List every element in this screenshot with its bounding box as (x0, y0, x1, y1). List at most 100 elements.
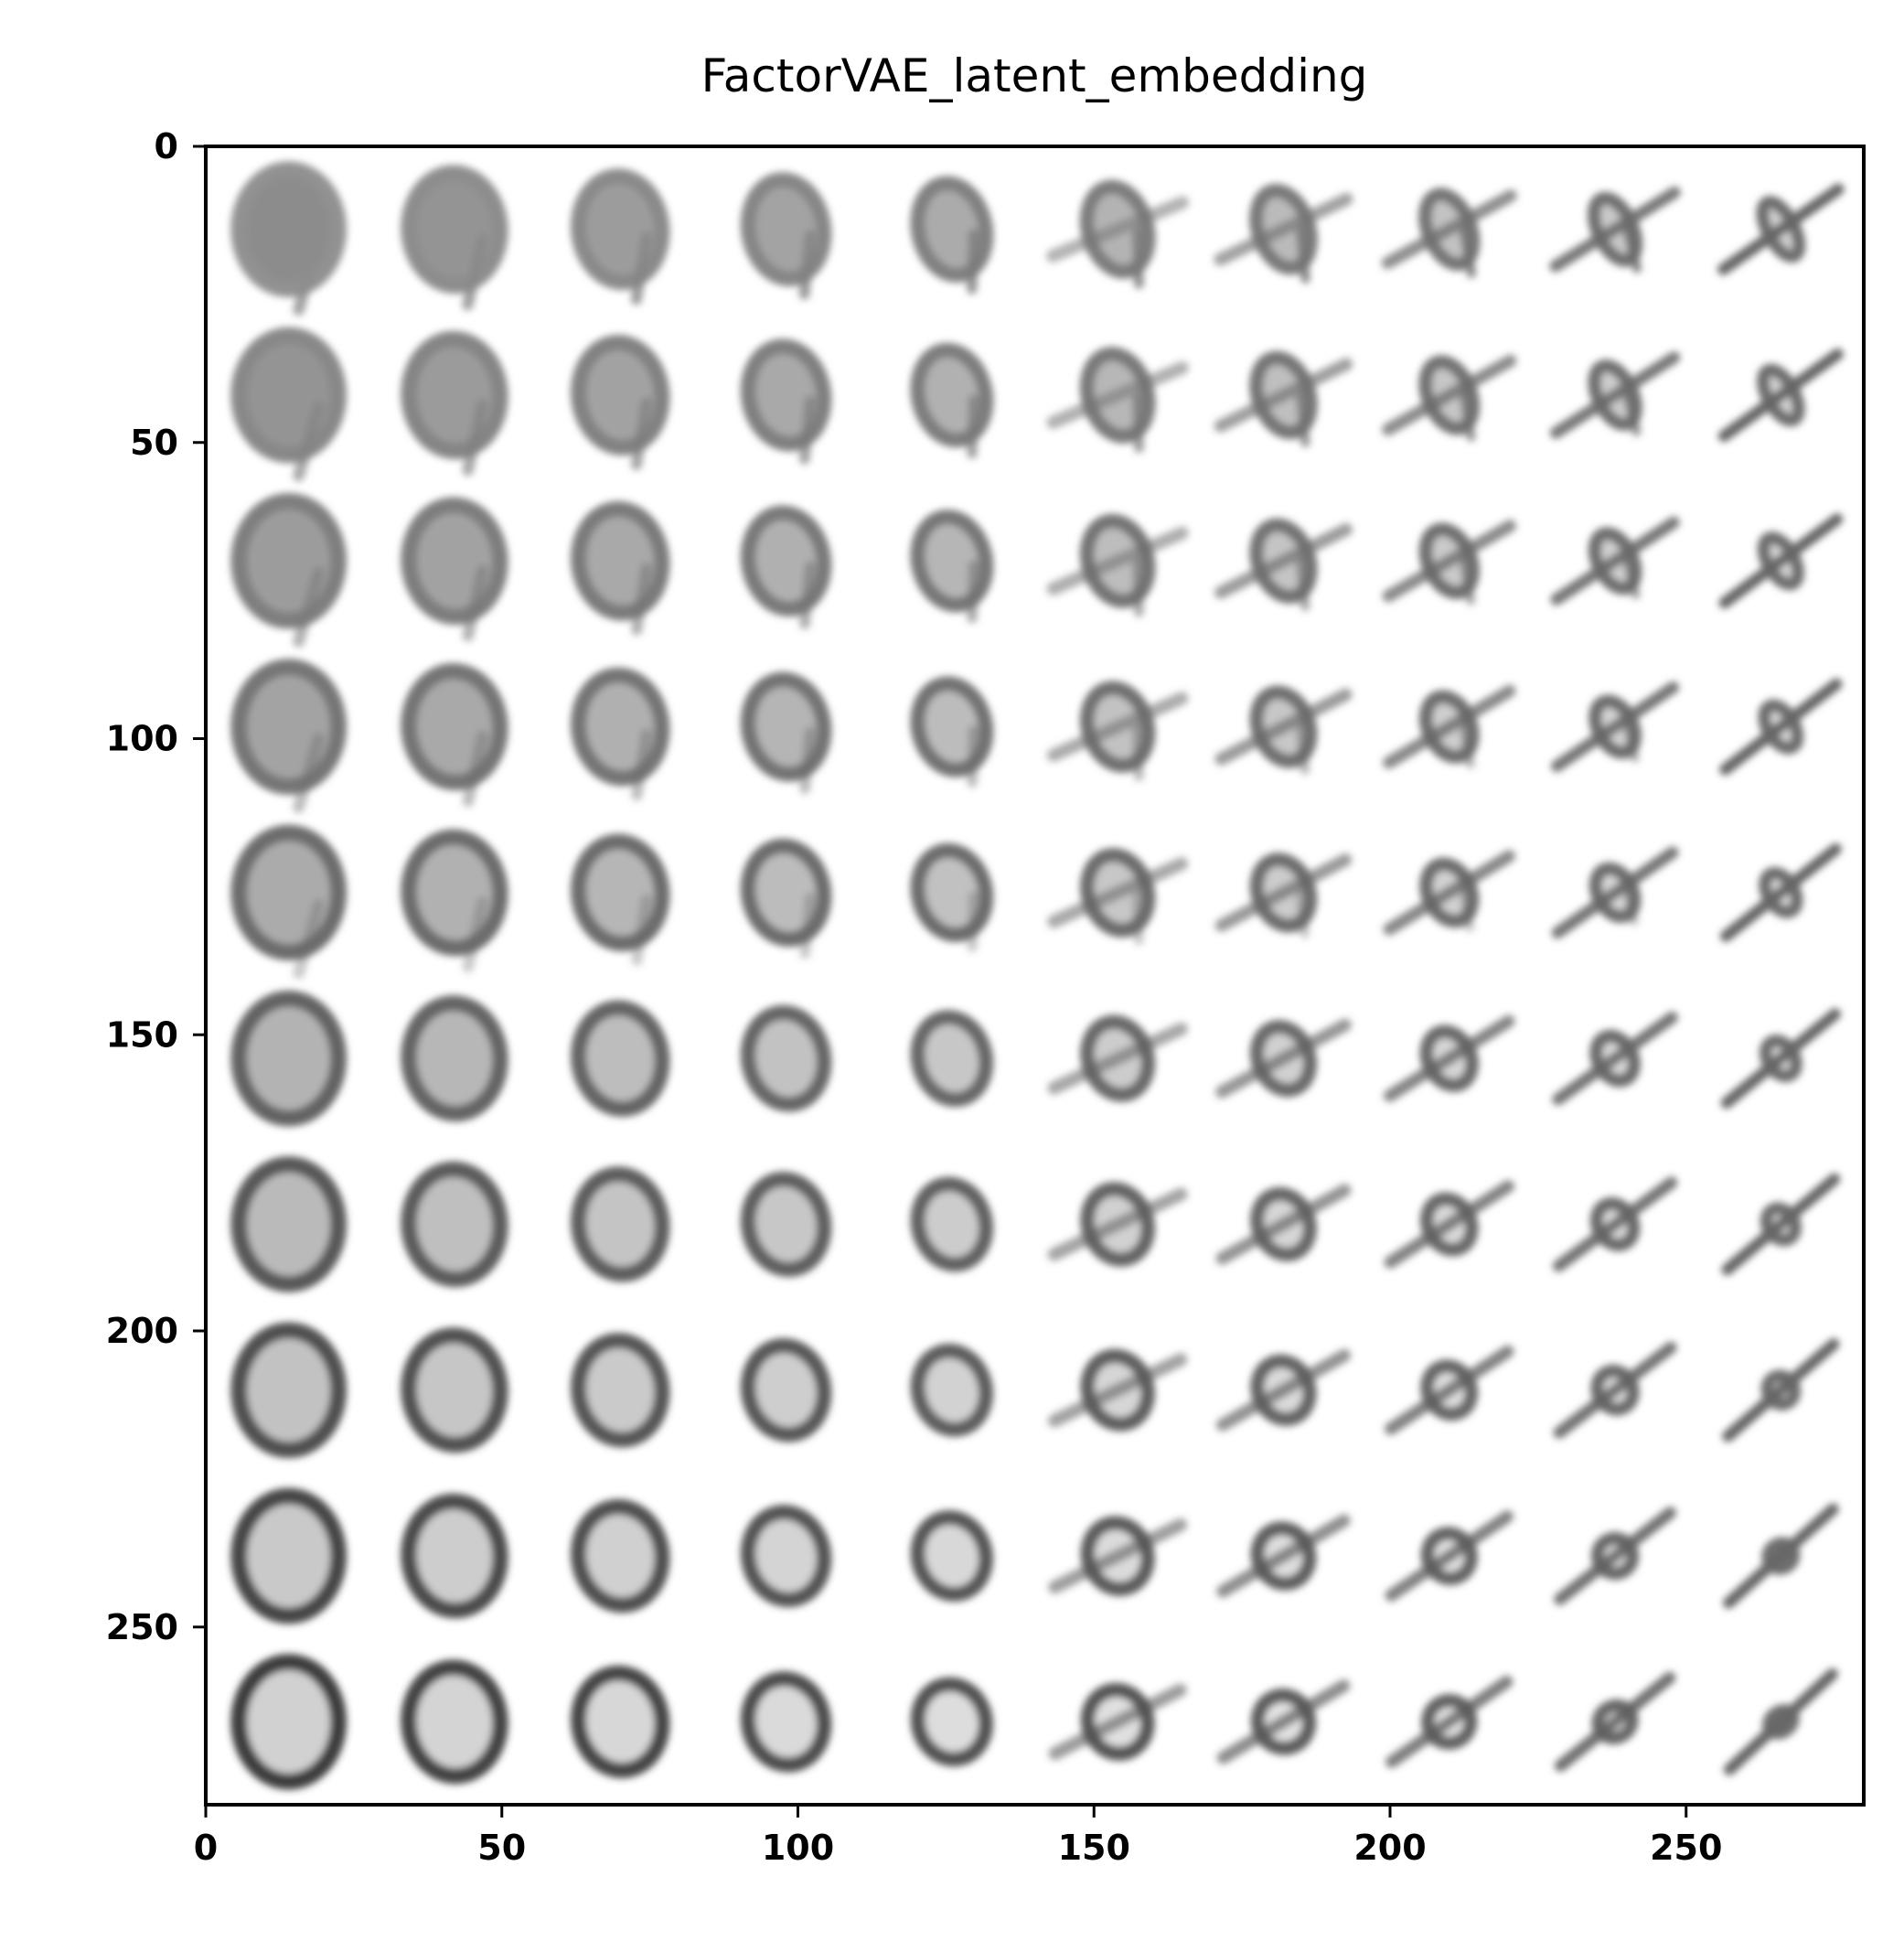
digit-stroke (1214, 358, 1353, 433)
digit-stroke (570, 833, 670, 952)
digit-cell (1047, 1014, 1188, 1102)
digit-cell (570, 335, 670, 471)
digit-cell (1549, 351, 1681, 439)
digit-stroke (462, 564, 488, 642)
digit-cell (740, 1171, 832, 1278)
digit-stroke (1721, 1173, 1841, 1276)
digit-cell (1383, 850, 1515, 936)
digit-stroke (967, 890, 979, 952)
digit-stroke (401, 995, 508, 1122)
digit-cell (1047, 1182, 1188, 1267)
digit-stroke (1215, 1018, 1352, 1099)
digit-stroke (740, 838, 832, 948)
digit-cell (740, 1671, 832, 1773)
digit-stroke (1385, 1675, 1514, 1768)
digit-cell (1383, 684, 1516, 769)
digit-stroke (1295, 227, 1310, 284)
digit-grid (230, 161, 1845, 1790)
digit-stroke (1554, 1507, 1676, 1605)
digit-stroke (1215, 1348, 1351, 1432)
digit-stroke (293, 898, 325, 980)
digit-stroke (910, 1510, 994, 1602)
digit-stroke (910, 1010, 994, 1108)
y-tick-label: 0 (155, 126, 178, 166)
digit-stroke (230, 161, 348, 297)
digit-stroke (1549, 351, 1681, 439)
x-tick-label: 250 (1650, 1828, 1722, 1868)
digit-stroke (799, 726, 816, 794)
y-tick-label: 100 (106, 719, 178, 759)
digit-stroke (462, 895, 488, 972)
digit-cell (230, 824, 348, 980)
digit-cell (1385, 1510, 1514, 1602)
digit-stroke (1459, 557, 1476, 606)
x-tick-label: 50 (477, 1828, 526, 1868)
digit-stroke (1048, 1517, 1187, 1594)
digit-cell (401, 995, 508, 1122)
digit-stroke (230, 659, 348, 795)
digit-stroke (570, 667, 670, 787)
digit-cell (910, 1010, 994, 1108)
digit-cell (1551, 681, 1680, 773)
digit-cell (1722, 1338, 1840, 1442)
digit-stroke (1384, 1014, 1515, 1102)
digit-stroke (1621, 887, 1640, 927)
digit-stroke (630, 231, 652, 306)
digit-cell (1384, 1014, 1515, 1102)
digit-stroke (631, 728, 652, 801)
digit-stroke (293, 235, 325, 316)
digit-stroke (910, 176, 994, 283)
digit-cell (1720, 1008, 1842, 1110)
digit-stroke (1131, 889, 1144, 946)
digit-cell (1046, 513, 1189, 617)
digit-cell (910, 342, 994, 459)
digit-cell (1723, 1668, 1838, 1775)
digit-cell (1048, 1682, 1187, 1761)
digit-cell (1549, 186, 1681, 273)
digit-cell (570, 1166, 670, 1282)
digit-stroke (293, 733, 325, 813)
digit-stroke (1723, 1503, 1839, 1609)
digit-cell (1382, 354, 1517, 442)
digit-cell (1215, 1018, 1352, 1099)
digit-cell (1717, 348, 1844, 443)
digit-cell (740, 172, 832, 300)
digit-stroke (462, 730, 488, 808)
digit-stroke (1048, 1683, 1187, 1761)
digit-stroke (1214, 522, 1353, 599)
digit-cell (570, 667, 670, 801)
digit-stroke (910, 509, 994, 613)
digit-cell (401, 1161, 508, 1288)
digit-cell (571, 168, 670, 306)
digit-stroke (740, 1505, 832, 1608)
digit-cell (910, 842, 994, 952)
digit-cell (571, 1333, 670, 1448)
digit-cell (1381, 188, 1517, 279)
digit-stroke (1131, 724, 1144, 781)
digit-stroke (230, 1156, 348, 1292)
digit-stroke (230, 492, 348, 629)
digit-stroke (798, 230, 816, 300)
digit-stroke (740, 1671, 832, 1773)
digit-stroke (967, 229, 979, 295)
digit-stroke (1131, 228, 1144, 289)
digit-stroke (967, 724, 979, 788)
digit-cell (910, 509, 994, 624)
digit-stroke (910, 342, 994, 448)
digit-stroke (1552, 1176, 1678, 1272)
digit-stroke (740, 1171, 832, 1278)
digit-stroke (1717, 183, 1845, 275)
digit-cell (1719, 678, 1843, 776)
y-axis: 0 50 100 150 200 250 (106, 126, 206, 1647)
digit-stroke (571, 168, 670, 291)
digit-stroke (1719, 678, 1843, 776)
digit-cell (1214, 853, 1353, 938)
digit-stroke (1214, 688, 1353, 766)
digit-stroke (401, 330, 508, 460)
digit-cell (230, 161, 348, 316)
digit-stroke (1295, 391, 1310, 447)
y-tick-label: 250 (106, 1607, 178, 1647)
digit-stroke (1458, 887, 1475, 932)
digit-cell (1721, 1173, 1841, 1276)
